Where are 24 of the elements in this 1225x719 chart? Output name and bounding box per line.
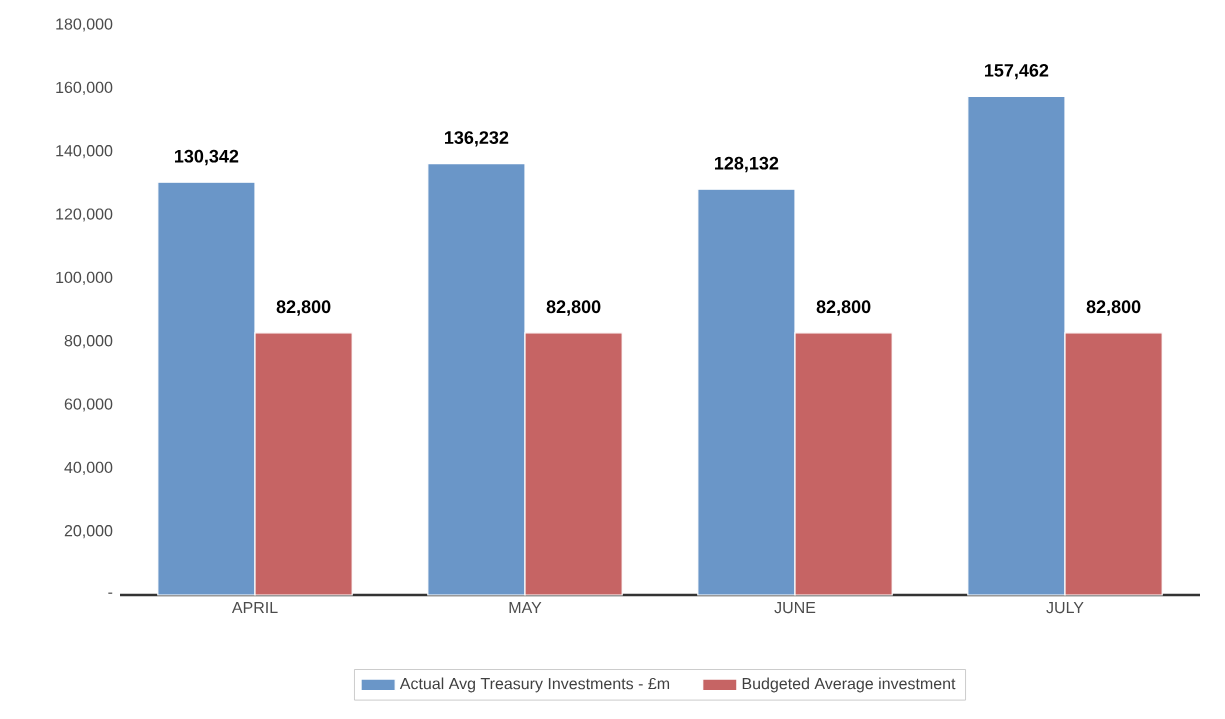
data-label: 82,800 — [546, 300, 601, 316]
y-tick-label: 80,000 — [64, 335, 113, 349]
x-tick-label: JUNE — [774, 602, 816, 614]
y-tick-label: 40,000 — [64, 461, 113, 475]
y-tick-label: 60,000 — [64, 398, 113, 412]
legend-label: Budgeted Average investment — [742, 677, 956, 693]
legend-label: Actual Avg Treasury Investments - £m — [399, 677, 670, 693]
data-label: 136,232 — [445, 131, 509, 147]
y-tick-label: 180,000 — [56, 18, 113, 32]
y-tick-label: 20,000 — [64, 525, 113, 539]
data-label: 128,132 — [715, 156, 779, 173]
x-tick-label: JULY — [1046, 602, 1084, 614]
data-label: 130,342 — [175, 149, 239, 166]
data-label: 157,462 — [985, 63, 1049, 80]
data-label: 82,800 — [276, 300, 331, 316]
data-label: 82,800 — [1086, 300, 1141, 316]
y-tick-label: 140,000 — [56, 145, 113, 159]
y-tick-label: 100,000 — [56, 271, 113, 285]
x-tick-label: MAY — [509, 602, 542, 614]
y-tick-label: 160,000 — [56, 81, 113, 95]
y-tick-label: - — [108, 592, 113, 594]
y-tick-label: 120,000 — [56, 208, 113, 222]
data-label: 82,800 — [816, 300, 871, 316]
x-tick-label: APRIL — [231, 602, 278, 614]
